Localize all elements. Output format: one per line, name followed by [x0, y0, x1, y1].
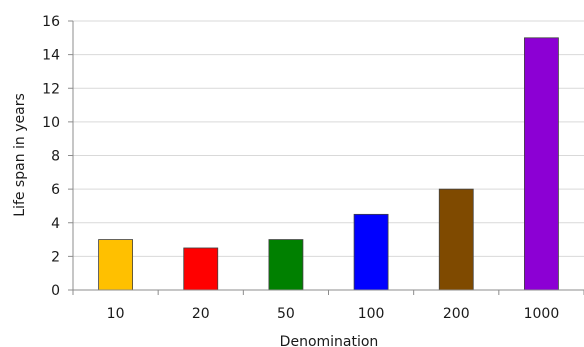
- y-tick-labels: 0 2 4 6 8 10 12 14 16: [42, 14, 60, 299]
- bar-100: [353, 213, 389, 291]
- bar-1000: [524, 37, 559, 291]
- y-tick-label: 8: [51, 149, 60, 165]
- y-tick-label: 4: [51, 216, 60, 232]
- bar-20: [183, 247, 219, 291]
- x-axis-title: Denomination: [280, 334, 379, 347]
- gridlines: [73, 20, 584, 257]
- y-tick-label: 0: [51, 283, 60, 299]
- bar-200: [438, 188, 474, 291]
- x-tick-label: 10: [107, 306, 125, 322]
- axes: [68, 20, 584, 295]
- x-tick-label: 100: [358, 306, 385, 322]
- y-tick-label: 16: [42, 14, 60, 30]
- x-tick-labels: 10 20 50 100 200 1000: [107, 306, 560, 322]
- y-tick-label: 14: [42, 48, 60, 64]
- bar-10: [98, 239, 133, 291]
- x-tick-label: 200: [443, 306, 470, 322]
- x-tick-label: 50: [277, 306, 295, 322]
- y-axis-title: Life span in years: [12, 93, 28, 217]
- bar-50: [268, 239, 304, 291]
- x-tick-label: 1000: [524, 306, 560, 322]
- x-tick-label: 20: [192, 306, 210, 322]
- bars: [98, 37, 559, 291]
- y-tick-label: 2: [51, 249, 60, 265]
- y-tick-label: 12: [42, 81, 60, 97]
- y-tick-label: 6: [51, 182, 60, 198]
- y-tick-label: 10: [42, 115, 60, 131]
